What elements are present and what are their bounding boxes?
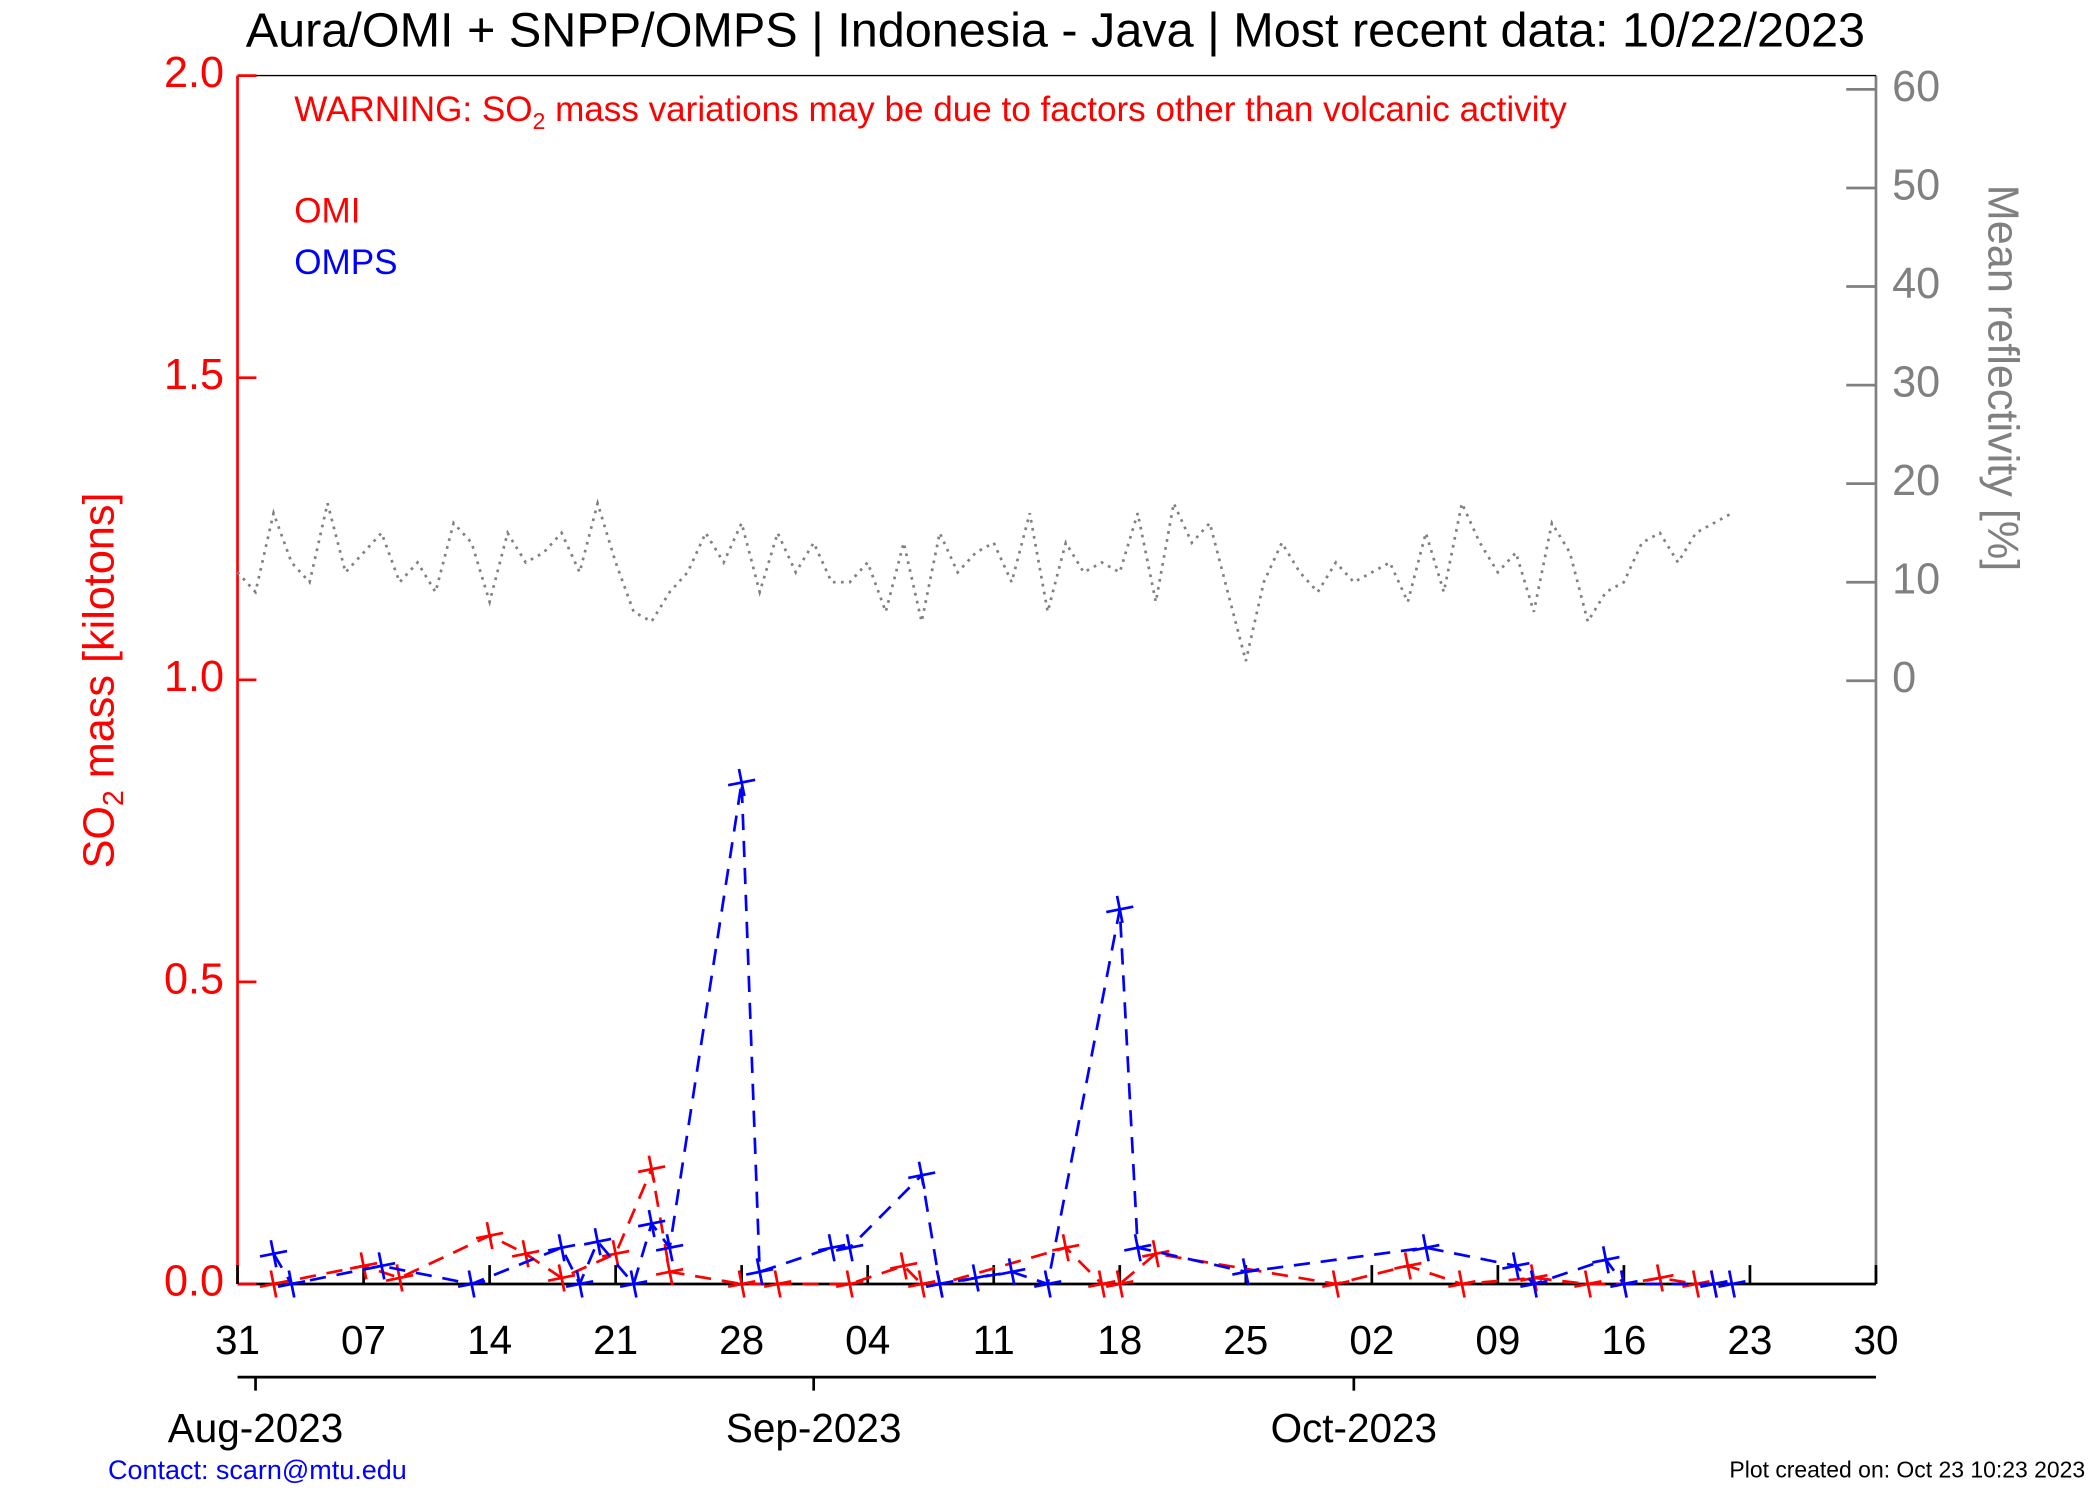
x-tick-label: 21 — [593, 1317, 638, 1363]
y-tick-label: 0.5 — [164, 955, 224, 1003]
x-tick-label: 11 — [973, 1317, 1015, 1363]
marker — [997, 1258, 1026, 1286]
marker — [1106, 1270, 1134, 1298]
marker — [1520, 1270, 1548, 1298]
marker — [1502, 1252, 1530, 1280]
x-tick-label: 23 — [1727, 1317, 1772, 1363]
marker — [1646, 1264, 1674, 1292]
series-line — [273, 1164, 1714, 1286]
x-tick-label: 25 — [1223, 1317, 1268, 1363]
marker — [961, 1264, 990, 1292]
marker — [547, 1264, 576, 1292]
x-tick-label: 16 — [1601, 1317, 1646, 1363]
x-tick-label: 07 — [341, 1317, 386, 1363]
marker — [1610, 1270, 1638, 1298]
marker — [349, 1252, 378, 1280]
marker — [655, 1233, 684, 1262]
marker — [1033, 1270, 1062, 1298]
y-label-text: SO — [76, 806, 124, 868]
x-tick-label: 09 — [1475, 1317, 1520, 1363]
y2-tick-label: 50 — [1892, 161, 1940, 209]
marker — [727, 1270, 756, 1298]
marker — [1232, 1258, 1260, 1286]
x-tick-label: 04 — [845, 1317, 890, 1363]
y-tick-label: 2.0 — [164, 49, 224, 97]
x-tick-label: 18 — [1097, 1317, 1142, 1363]
marker — [475, 1221, 504, 1250]
month-label: Sep-2023 — [726, 1405, 902, 1451]
marker — [1412, 1233, 1440, 1262]
marker — [1700, 1270, 1728, 1298]
marker — [277, 1270, 306, 1298]
marker — [1718, 1270, 1746, 1298]
y2-tick-label: 0 — [1892, 654, 1916, 702]
marker — [1087, 1270, 1116, 1298]
marker — [907, 1270, 936, 1298]
marker — [889, 1252, 918, 1280]
contact: Contact: scarn@mtu.edu — [108, 1455, 407, 1485]
month-label: Oct-2023 — [1271, 1405, 1437, 1451]
marker — [1448, 1270, 1476, 1298]
chart-title: Aura/OMI + SNPP/OMPS | Indonesia - Java … — [246, 4, 1865, 58]
warning: WARNING: SO2 mass variations may be due … — [294, 90, 1567, 134]
y2-tick-label: 20 — [1892, 457, 1940, 505]
y2-tick-label: 60 — [1892, 63, 1940, 111]
marker — [1322, 1270, 1350, 1298]
y2-axis-label: Mean reflectivity [%] — [1979, 185, 2027, 571]
warning-subscript: 2 — [533, 108, 546, 134]
x-tick-label: 30 — [1853, 1317, 1898, 1363]
marker — [583, 1227, 612, 1256]
marker — [259, 1240, 288, 1268]
x-tick-label: 28 — [719, 1317, 764, 1363]
marker — [1574, 1270, 1602, 1298]
marker — [655, 1258, 684, 1286]
marker — [547, 1233, 576, 1262]
marker — [619, 1270, 648, 1298]
y-label-subscript: 2 — [99, 790, 131, 806]
marker — [565, 1270, 594, 1298]
marker — [601, 1240, 630, 1268]
marker — [637, 1155, 666, 1183]
y-axis-label: SO2 mass [kilotons] — [76, 493, 131, 869]
x-tick-label: 31 — [215, 1317, 260, 1363]
y-tick-label: 1.0 — [164, 653, 224, 701]
created-note: Plot created on: Oct 23 10:23 2023 — [1729, 1457, 2085, 1483]
marker — [1394, 1252, 1422, 1280]
marker — [925, 1270, 954, 1298]
y-tick-label: 1.5 — [164, 351, 224, 399]
marker — [1682, 1270, 1710, 1298]
y2-tick-label: 10 — [1892, 556, 1940, 604]
y2-tick-label: 40 — [1892, 260, 1940, 308]
legend-entry: OMPS — [294, 243, 397, 282]
marker — [745, 1258, 774, 1286]
marker — [259, 1270, 288, 1298]
x-tick-label: 14 — [467, 1317, 512, 1363]
x-tick-label: 02 — [1349, 1317, 1394, 1363]
marker — [1106, 895, 1134, 924]
marker — [367, 1252, 396, 1280]
y-tick-label: 0.0 — [164, 1257, 224, 1305]
marker — [763, 1270, 792, 1298]
warning-text: mass variations may be due to factors ot… — [545, 90, 1567, 129]
marker — [1142, 1240, 1170, 1268]
marker — [907, 1161, 936, 1189]
marker — [457, 1270, 486, 1298]
month-label: Aug-2023 — [168, 1405, 344, 1451]
warning-text: WARNING: SO — [294, 90, 532, 129]
marker — [835, 1233, 864, 1262]
marker — [1124, 1233, 1152, 1262]
marker — [637, 1209, 666, 1238]
marker — [1592, 1246, 1620, 1274]
legend-entry: OMI — [294, 192, 360, 231]
marker — [1051, 1233, 1080, 1262]
y-label-text: mass [kilotons] — [76, 493, 124, 791]
marker — [835, 1270, 864, 1298]
y2-tick-label: 30 — [1892, 358, 1940, 406]
marker — [817, 1233, 846, 1262]
marker — [727, 768, 756, 797]
